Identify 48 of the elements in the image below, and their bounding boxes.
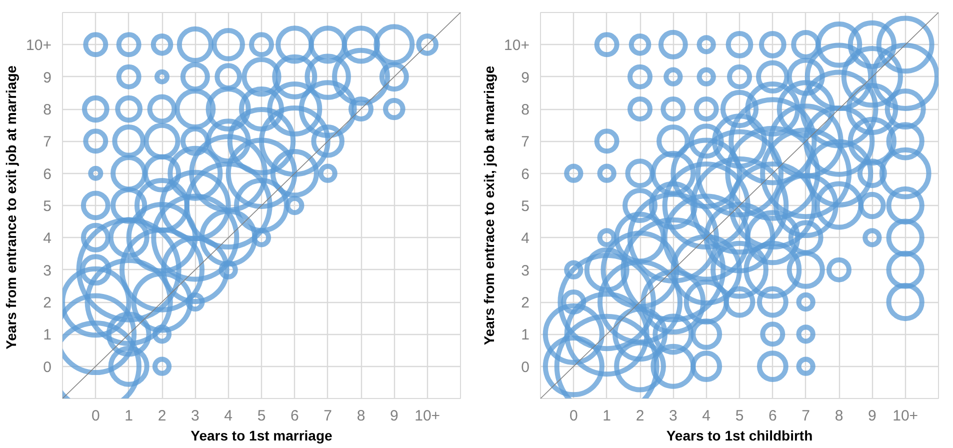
y-tick-label: 5	[43, 198, 52, 215]
x-tick-label: 4	[702, 408, 711, 424]
x-tick-label: 6	[768, 408, 777, 424]
y-tick-label: 5	[521, 198, 530, 215]
x-tick-label: 5	[257, 408, 266, 424]
y-tick-label: 10+	[504, 37, 530, 54]
y-tick-label: 1	[521, 326, 530, 344]
x-tick-label: 3	[668, 408, 678, 424]
x-tick-label: 6	[290, 408, 299, 424]
x-tick-label: 3	[190, 408, 200, 424]
x-tick-label: 7	[324, 408, 332, 424]
y-tick-label: 6	[43, 166, 52, 183]
x-axis-title: Years to 1st childbirth	[666, 428, 813, 444]
y-axis-title: Years from entrace to exit, job at marriage	[481, 66, 498, 346]
y-tick-label: 0	[521, 358, 530, 376]
y-tick-label: 4	[521, 230, 530, 248]
y-tick-label: 9	[43, 69, 52, 86]
y-tick-label: 8	[521, 102, 530, 118]
y-tick-label: 0	[43, 358, 52, 376]
y-tick-label: 6	[521, 166, 530, 183]
x-tick-label: 1	[124, 408, 134, 424]
x-tick-label: 5	[735, 408, 744, 424]
x-tick-label: 10+	[892, 408, 918, 424]
x-tick-label: 9	[868, 408, 876, 424]
x-tick-label: 0	[569, 408, 578, 424]
y-tick-label: 9	[521, 69, 530, 86]
y-tick-label: 2	[521, 294, 530, 312]
x-tick-label: 0	[91, 408, 100, 424]
x-tick-label: 10+	[414, 408, 440, 424]
y-tick-label: 10+	[26, 37, 52, 54]
x-tick-label: 8	[834, 408, 844, 424]
x-tick-label: 1	[602, 408, 612, 424]
x-tick-label: 4	[224, 408, 233, 424]
y-tick-label: 8	[43, 102, 52, 118]
y-tick-label: 1	[43, 326, 52, 344]
y-tick-label: 4	[43, 230, 52, 248]
x-tick-label: 9	[390, 408, 398, 424]
y-tick-label: 3	[43, 262, 52, 280]
y-axis-title: Years from entrance to exit job at marriage	[3, 65, 20, 350]
x-tick-label: 2	[158, 408, 166, 424]
y-tick-label: 2	[43, 294, 52, 312]
x-tick-label: 2	[636, 408, 644, 424]
x-tick-label: 7	[802, 408, 810, 424]
y-tick-label: 3	[521, 262, 530, 280]
x-tick-label: 8	[356, 408, 366, 424]
y-tick-label: 7	[43, 134, 52, 151]
x-axis-title: Years to 1st marriage	[190, 428, 333, 444]
y-tick-label: 7	[521, 134, 530, 151]
